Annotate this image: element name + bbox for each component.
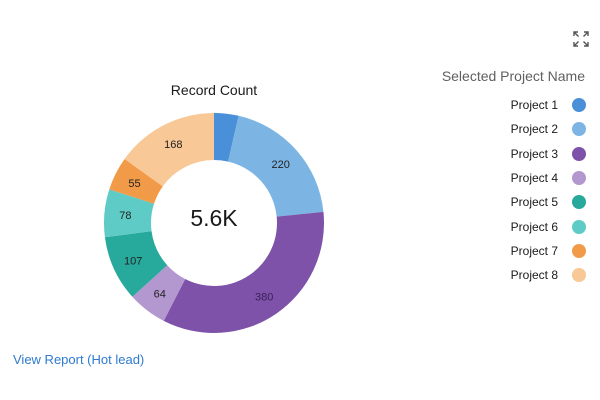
legend-item[interactable]: Project 4 [470,169,590,187]
slice-project-1[interactable] [214,113,239,162]
center-total: 5.6K [190,205,238,231]
legend-swatch [572,146,586,161]
legend-label: Project 5 [510,195,558,210]
data-label: 78 [119,210,131,222]
legend-label: Project 4 [510,170,558,185]
legend-item[interactable]: Project 6 [470,218,590,236]
legend-swatch [572,219,586,234]
legend-swatch [572,170,586,185]
data-label: 380 [255,292,273,304]
slice-project-3[interactable] [163,211,324,333]
legend-swatch [572,195,586,210]
legend-label: Project 7 [510,243,558,258]
data-label: 64 [154,289,166,301]
data-label: 168 [164,139,182,151]
expand-icon[interactable] [572,30,590,48]
data-label: 55 [128,178,140,190]
slice-project-2[interactable] [228,115,324,217]
slice-project-7[interactable] [109,158,163,204]
slice-project-5[interactable] [104,231,168,297]
legend-item[interactable]: Project 5 [470,193,590,211]
legend-label: Project 3 [510,146,558,161]
slice-project-4[interactable] [132,265,186,321]
legend-item[interactable]: Project 3 [470,145,590,163]
legend-swatch [572,243,586,258]
slice-project-8[interactable] [124,113,214,187]
legend-label: Project 1 [510,98,558,112]
legend-label: Project 2 [510,122,558,137]
legend-item[interactable]: Project 7 [470,242,590,260]
legend-label: Project 6 [510,219,558,234]
chart-title: Record Count [170,82,258,98]
slice-project-6[interactable] [104,189,155,238]
legend-label: Project 8 [510,268,558,283]
legend-item[interactable]: Project 2 [470,120,590,138]
legend-swatch [572,268,586,283]
legend-item[interactable]: Project 1 [470,96,590,114]
data-label: 220 [272,159,290,171]
view-report-link[interactable]: View Report (Hot lead) [13,352,145,367]
legend-swatch [572,98,586,112]
legend-item[interactable]: Project 8 [470,266,590,284]
legend-title: Selected Project Name [441,68,585,84]
legend-swatch [572,122,586,137]
data-label: 107 [124,255,142,267]
